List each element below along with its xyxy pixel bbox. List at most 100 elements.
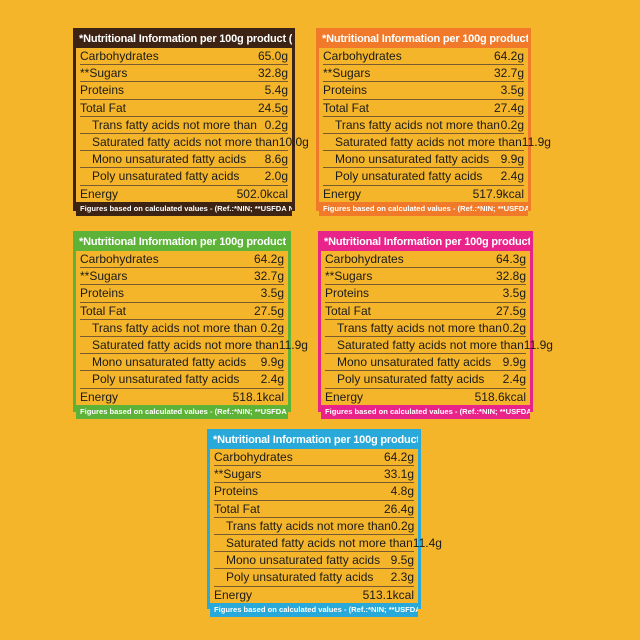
row-energy: Energy 502.0kcal bbox=[80, 186, 288, 202]
row-label: Mono unsaturated fatty acids bbox=[335, 152, 490, 167]
row-trans-fat: Trans fatty acids not more than 0.2g bbox=[80, 117, 288, 134]
row-label: **Sugars bbox=[80, 269, 128, 284]
row-value: 32.8g bbox=[495, 269, 526, 284]
row-total-fat: Total Fat 27.5g bbox=[80, 303, 284, 320]
row-label: Carbohydrates bbox=[323, 49, 402, 63]
row-label: Proteins bbox=[214, 484, 259, 499]
row-value: 2.4g bbox=[260, 372, 284, 387]
row-label: Energy bbox=[80, 389, 119, 404]
nutrition-panel-5: *Nutritional Information per 100g produc… bbox=[207, 429, 442, 617]
row-label: Poly unsaturated fatty acids bbox=[226, 570, 374, 585]
row-sugars: **Sugars 32.7g bbox=[80, 268, 284, 286]
row-proteins: Proteins 3.5g bbox=[323, 82, 524, 100]
nutrition-rows: Carbohydrates 64.2g **Sugars 32.7g Protein… bbox=[319, 48, 551, 202]
row-total-fat: Total Fat 27.4g bbox=[323, 100, 524, 117]
row-label: Mono unsaturated fatty acids bbox=[92, 355, 247, 370]
row-value: 32.8g bbox=[257, 66, 288, 81]
row-mono-fat: Mono unsaturated fatty acids 9.9g bbox=[80, 354, 284, 372]
row-proteins: Proteins 4.8g bbox=[214, 483, 414, 501]
row-sugars: **Sugars 33.1g bbox=[214, 466, 414, 484]
row-value: 0.2g bbox=[390, 518, 415, 533]
row-proteins: Proteins 3.5g bbox=[80, 285, 284, 303]
row-saturated-fat: Saturated fatty acids not more than 11.9g bbox=[323, 134, 551, 152]
nutrition-panel-2: *Nutritional Information per 100g produc… bbox=[316, 28, 551, 216]
row-value: 3.5g bbox=[502, 286, 526, 301]
row-poly-fat: Poly unsaturated fatty acids 2.3g bbox=[214, 569, 414, 587]
row-value: 32.7g bbox=[253, 269, 284, 284]
row-mono-fat: Mono unsaturated fatty acids 9.9g bbox=[323, 151, 524, 169]
row-value: 2.4g bbox=[500, 169, 524, 184]
panel-header: *Nutritional Information per 100g produc… bbox=[76, 234, 288, 251]
row-label: Trans fatty acids not more than bbox=[92, 117, 257, 132]
row-label: Poly unsaturated fatty acids bbox=[337, 372, 485, 387]
row-value: 0.2g bbox=[260, 320, 284, 335]
row-label: Saturated fatty acids not more than bbox=[92, 337, 279, 352]
row-saturated-fat: Saturated fatty acids not more than 10.0g bbox=[80, 134, 309, 152]
row-value: 9.9g bbox=[260, 355, 284, 370]
row-value: 32.7g bbox=[493, 66, 524, 81]
row-saturated-fat: Saturated fatty acids not more than 11.9g bbox=[325, 337, 553, 355]
row-label: Total Fat bbox=[323, 100, 370, 115]
row-total-fat: Total Fat 26.4g bbox=[214, 501, 414, 518]
row-value: 517.9kcal bbox=[472, 186, 524, 201]
row-value: 2.3g bbox=[390, 570, 414, 585]
row-label: Mono unsaturated fatty acids bbox=[226, 553, 381, 568]
row-value: 502.0kcal bbox=[236, 186, 288, 201]
row-value: 64.2g bbox=[383, 450, 414, 464]
row-carbohydrates: Carbohydrates 65.0g bbox=[80, 48, 288, 66]
row-mono-fat: Mono unsaturated fatty acids 9.9g bbox=[325, 354, 526, 372]
row-label: Energy bbox=[323, 186, 362, 201]
row-trans-fat: Trans fatty acids not more than 0.2g bbox=[323, 117, 524, 134]
row-value: 513.1kcal bbox=[362, 587, 414, 602]
row-value: 27.5g bbox=[253, 303, 284, 318]
row-sugars: **Sugars 32.8g bbox=[80, 65, 288, 83]
row-value: 2.4g bbox=[502, 372, 526, 387]
panel-footer: Figures based on calculated values - (Re… bbox=[76, 201, 292, 216]
row-label: Total Fat bbox=[325, 303, 372, 318]
row-carbohydrates: Carbohydrates 64.2g bbox=[323, 48, 524, 66]
nutrition-rows: Carbohydrates 64.3g **Sugars 32.8g Protein… bbox=[321, 251, 553, 405]
row-value: 0.2g bbox=[264, 117, 288, 132]
row-label: Trans fatty acids not more than bbox=[226, 518, 391, 533]
row-label: Energy bbox=[325, 389, 364, 404]
row-poly-fat: Poly unsaturated fatty acids 2.0g bbox=[80, 168, 288, 186]
row-label: Trans fatty acids not more than bbox=[92, 320, 257, 335]
row-label: Proteins bbox=[323, 83, 368, 98]
nutrition-rows: Carbohydrates 64.2g **Sugars 33.1g Protein… bbox=[210, 449, 442, 603]
row-value: 3.5g bbox=[260, 286, 284, 301]
row-label: Mono unsaturated fatty acids bbox=[92, 152, 247, 167]
row-energy: Energy 518.6kcal bbox=[325, 389, 526, 405]
row-value: 2.0g bbox=[264, 169, 288, 184]
row-energy: Energy 518.1kcal bbox=[80, 389, 284, 405]
row-label: Saturated fatty acids not more than bbox=[92, 134, 279, 149]
row-value: 64.2g bbox=[493, 49, 524, 63]
row-label: Poly unsaturated fatty acids bbox=[92, 372, 240, 387]
row-value: 0.2g bbox=[502, 320, 526, 335]
row-energy: Energy 517.9kcal bbox=[323, 186, 524, 202]
row-mono-fat: Mono unsaturated fatty acids 9.5g bbox=[214, 552, 414, 570]
row-label: Saturated fatty acids not more than bbox=[226, 535, 413, 550]
panel-header: *Nutritional Information per 100g produc… bbox=[76, 31, 292, 48]
panel-footer: Figures based on calculated values - (Re… bbox=[76, 404, 288, 419]
row-label: Poly unsaturated fatty acids bbox=[335, 169, 483, 184]
row-label: Carbohydrates bbox=[80, 49, 159, 63]
row-label: Carbohydrates bbox=[80, 252, 159, 266]
row-label: Total Fat bbox=[214, 501, 261, 516]
row-carbohydrates: Carbohydrates 64.2g bbox=[214, 449, 414, 467]
row-poly-fat: Poly unsaturated fatty acids 2.4g bbox=[323, 168, 524, 186]
row-label: Carbohydrates bbox=[325, 252, 404, 266]
row-trans-fat: Trans fatty acids not more than 0.2g bbox=[325, 320, 526, 337]
row-value: 26.4g bbox=[383, 501, 414, 516]
nutrition-panel-4: *Nutritional Information per 100g produc… bbox=[318, 231, 553, 419]
row-sugars: **Sugars 32.8g bbox=[325, 268, 526, 286]
row-value: 3.5g bbox=[500, 83, 524, 98]
row-sugars: **Sugars 32.7g bbox=[323, 65, 524, 83]
row-carbohydrates: Carbohydrates 64.3g bbox=[325, 251, 526, 269]
row-label: Saturated fatty acids not more than bbox=[337, 337, 524, 352]
row-label: **Sugars bbox=[323, 66, 371, 81]
row-value: 9.9g bbox=[502, 355, 526, 370]
nutrition-panel-3: *Nutritional Information per 100g produc… bbox=[73, 231, 308, 419]
row-label: **Sugars bbox=[325, 269, 373, 284]
row-poly-fat: Poly unsaturated fatty acids 2.4g bbox=[325, 371, 526, 389]
panel-footer: Figures based on calculated values - (Re… bbox=[321, 404, 530, 419]
